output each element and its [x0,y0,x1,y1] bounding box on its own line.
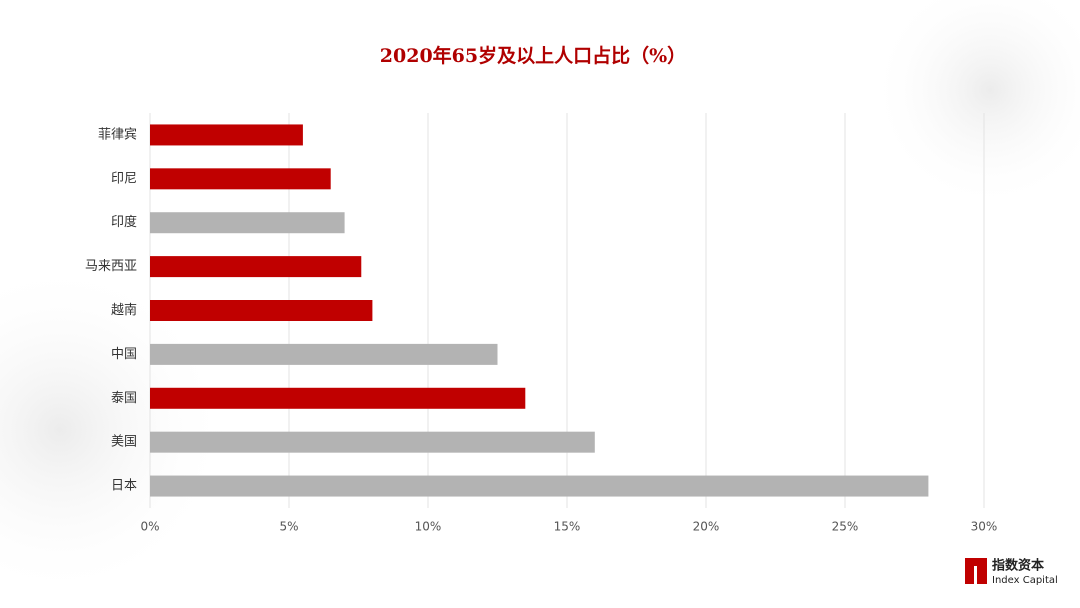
logo-icon [974,566,977,584]
background-texture [870,0,1080,210]
bar [150,256,362,278]
x-tick-label: 10% [415,520,442,534]
bar [150,168,331,190]
y-tick-label: 越南 [111,302,137,318]
bar [150,124,303,146]
y-tick-label: 菲律宾 [98,126,137,142]
x-tick-label: 20% [693,520,720,534]
y-tick-label: 美国 [111,435,137,450]
y-tick-label: 印度 [111,214,137,230]
bar [150,387,526,409]
y-tick-label: 马来西亚 [85,259,137,274]
x-tick-label: 5% [279,520,298,534]
bar [150,300,373,321]
y-tick-label: 印尼 [111,171,137,186]
x-tick-label: 25% [832,520,859,534]
bar [150,343,498,365]
bar [150,212,345,234]
bar [150,475,929,497]
logo-subtitle: Index Capital [992,575,1058,586]
logo-name: 指数资本 [992,558,1044,574]
y-tick-label: 泰国 [111,391,137,406]
bar [150,431,595,453]
logo: 指数资本 Index Capital [965,558,1058,586]
x-tick-label: 15% [554,520,581,534]
x-tick-label: 0% [140,520,159,534]
y-tick-label: 日本 [111,479,137,494]
x-tick-label: 30% [971,520,998,534]
chart-title: 2020年65岁及以上人口占比（%） [380,44,686,67]
y-tick-label: 中国 [111,347,137,362]
